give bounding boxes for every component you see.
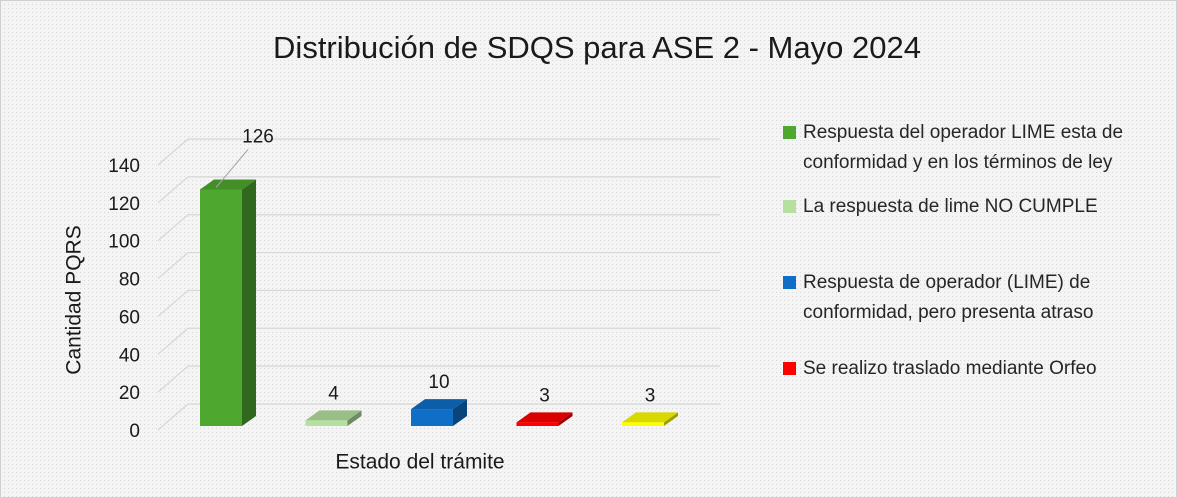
legend-swatch xyxy=(783,276,796,289)
chart-title: Distribución de SDQS para ASE 2 - Mayo 2… xyxy=(273,30,921,65)
bar-side xyxy=(453,399,467,426)
legend-label: Respuesta de operador (LIME) de conformi… xyxy=(803,272,1094,323)
legend-item: Respuesta del operador LIME esta de conf… xyxy=(783,118,1153,178)
leader-line xyxy=(215,149,249,188)
bar-side xyxy=(242,179,256,426)
bar-top xyxy=(411,399,467,410)
bar xyxy=(200,179,256,426)
data-label: 3 xyxy=(539,385,550,406)
bar-side xyxy=(664,412,678,426)
bar-side xyxy=(347,410,362,426)
bar-top xyxy=(622,412,678,423)
data-label: 126 xyxy=(242,127,274,148)
y-tick-label: 80 xyxy=(119,270,140,291)
y-axis-label: Cantidad PQRS xyxy=(63,225,86,374)
x-axis-label: Estado del trámite xyxy=(335,451,504,474)
legend-label: Se realizo traslado mediante Orfeo xyxy=(803,358,1097,379)
grid-line xyxy=(157,327,720,355)
y-tick-label: 100 xyxy=(108,232,140,253)
data-label: 3 xyxy=(645,385,656,406)
legend-swatch xyxy=(783,126,796,139)
grid-line xyxy=(157,138,720,166)
grid-line xyxy=(157,403,720,431)
grid-line xyxy=(157,289,720,317)
bar-front xyxy=(622,422,664,426)
bar-front xyxy=(200,189,242,426)
y-tick-label: 60 xyxy=(119,307,140,328)
bar xyxy=(516,412,573,426)
data-label: 4 xyxy=(328,383,339,404)
y-tick-label: 40 xyxy=(119,345,140,366)
y-tick-label: 140 xyxy=(108,156,140,177)
legend-item: La respuesta de lime NO CUMPLE xyxy=(783,192,1153,222)
y-tick-label: 20 xyxy=(119,383,140,404)
legend-swatch xyxy=(783,362,796,375)
legend-item: Se realizo traslado mediante Orfeo xyxy=(783,354,1153,384)
bar-side xyxy=(558,412,573,426)
bar-top xyxy=(200,179,256,190)
grid-line xyxy=(157,251,720,280)
y-tick-label: 120 xyxy=(108,194,140,215)
grid-line xyxy=(157,176,720,204)
data-label: 10 xyxy=(428,372,449,393)
legend-swatch xyxy=(783,200,796,213)
bar-top xyxy=(305,410,362,421)
legend-item: Respuesta de operador (LIME) de conformi… xyxy=(783,268,1153,328)
bar-front xyxy=(411,409,453,426)
legend-label: La respuesta de lime NO CUMPLE xyxy=(803,196,1098,217)
bar-top xyxy=(516,412,573,423)
bar-front xyxy=(516,422,559,426)
y-tick-label: 0 xyxy=(129,421,140,442)
grid-line xyxy=(157,365,720,393)
bar xyxy=(305,410,362,426)
bar-front xyxy=(305,420,348,426)
bar xyxy=(411,399,467,426)
grid-line xyxy=(157,214,720,242)
legend-label: Respuesta del operador LIME esta de conf… xyxy=(803,122,1124,173)
bar xyxy=(622,412,678,426)
